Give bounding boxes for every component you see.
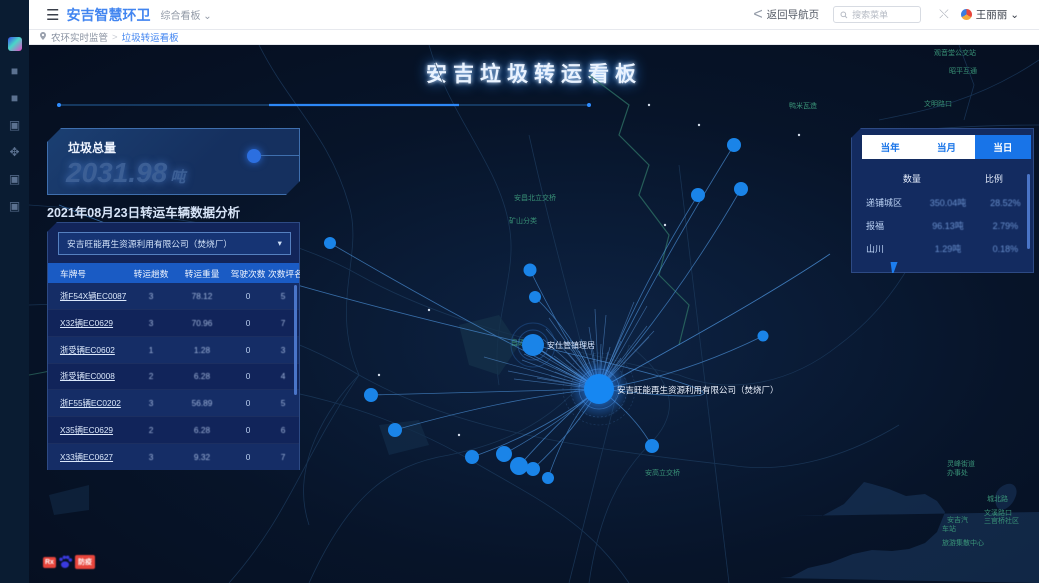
svg-text:安高立交桥: 安高立交桥 <box>645 468 680 477</box>
svg-text:安吉汽: 安吉汽 <box>947 515 968 524</box>
svg-text:灵峰街道: 灵峰街道 <box>947 459 975 468</box>
svg-text:昭平互通: 昭平互通 <box>949 66 977 75</box>
svg-text:安仕管镇理居: 安仕管镇理居 <box>547 340 595 350</box>
svg-text:矿山分类: 矿山分类 <box>509 216 537 225</box>
svg-text:三官桥社区: 三官桥社区 <box>984 516 1019 525</box>
svg-text:鸭米瓦造: 鸭米瓦造 <box>789 101 817 110</box>
svg-text:车站: 车站 <box>942 524 956 533</box>
svg-text:旅游集散中心: 旅游集散中心 <box>942 538 984 547</box>
svg-text:观音堂公交站: 观音堂公交站 <box>934 48 976 57</box>
svg-text:办事处: 办事处 <box>947 468 968 477</box>
svg-text:城北路: 城北路 <box>987 494 1008 503</box>
svg-text:安昌北立交桥: 安昌北立交桥 <box>514 193 556 202</box>
svg-text:文溪路口: 文溪路口 <box>984 508 1012 517</box>
svg-text:安吉旺能再生资源利用有限公司（焚烧厂）: 安吉旺能再生资源利用有限公司（焚烧厂） <box>617 385 779 395</box>
